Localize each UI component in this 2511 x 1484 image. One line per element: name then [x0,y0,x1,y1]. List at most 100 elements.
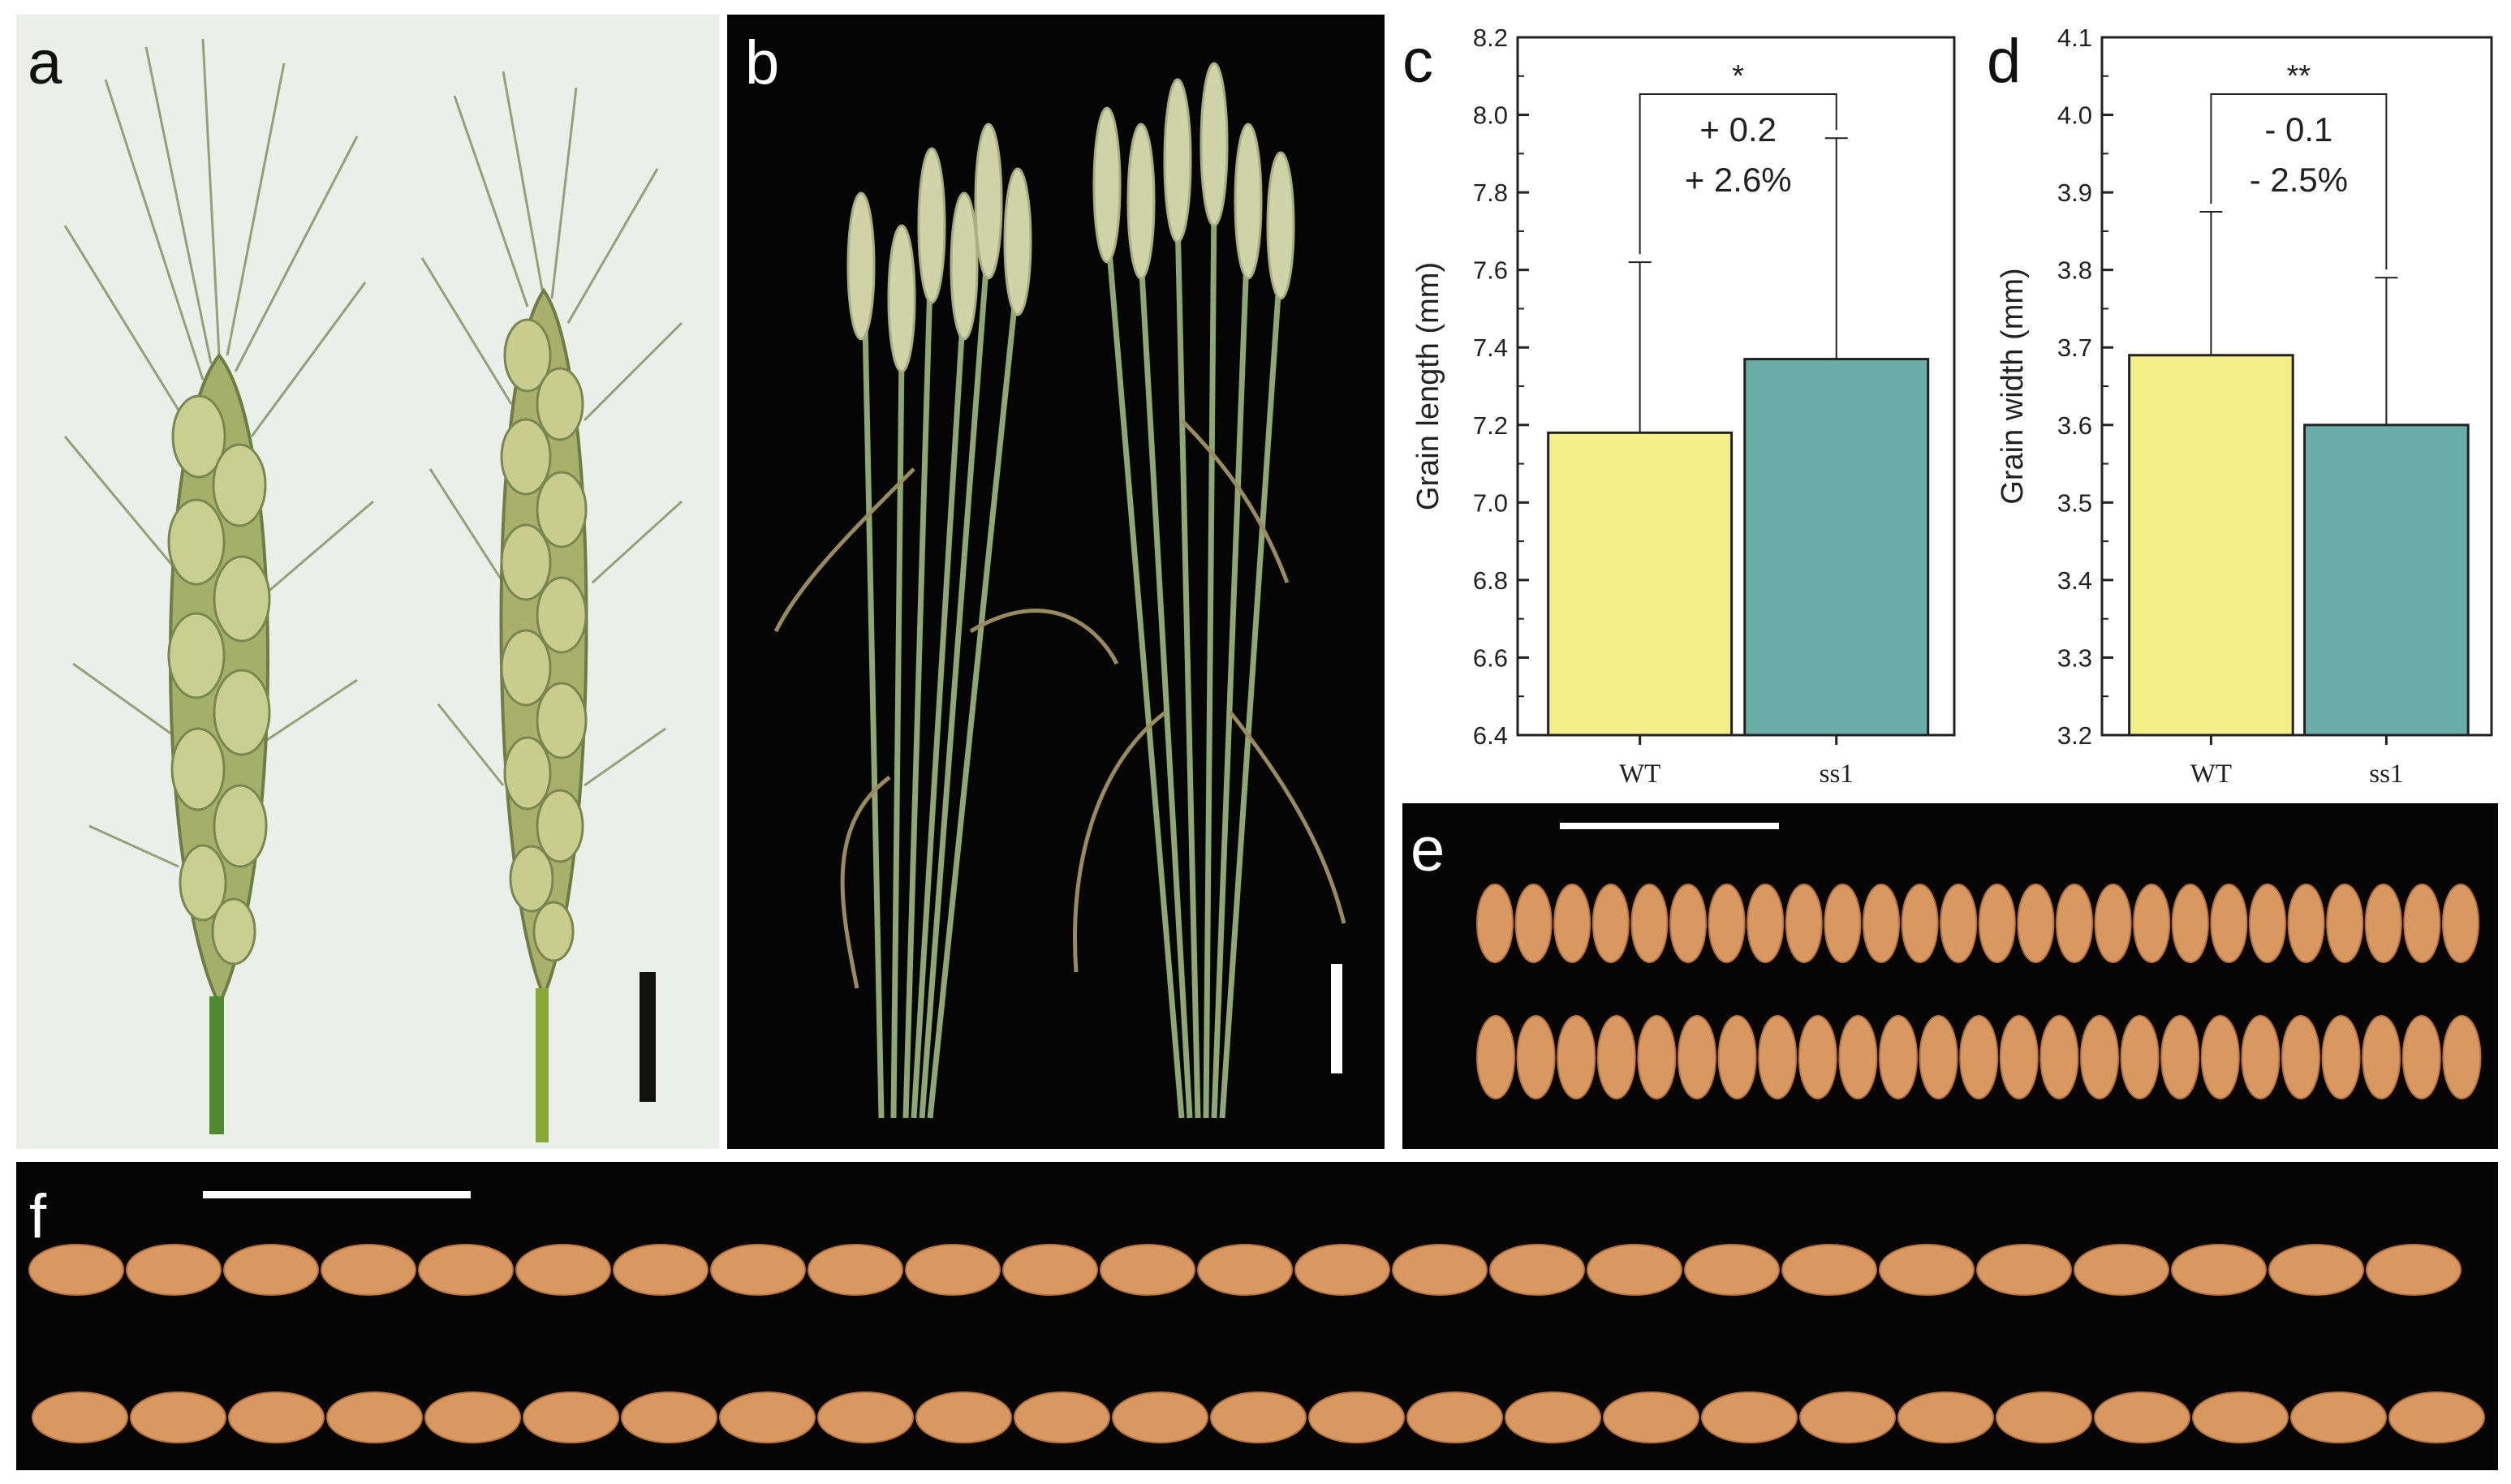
grain-e-r0-9 [1824,884,1862,963]
grain-e-r1-14 [2039,1015,2079,1099]
chart-c-bar-ss1 [1743,358,1930,737]
grain-e-r0-19 [2210,884,2248,963]
chart-c-ytick-label-8: 8.0 [1473,101,1508,130]
grain-e-r0-7 [1747,884,1785,963]
grain-e-r1-7 [1758,1015,1798,1099]
grain-f-r1-18 [1799,1392,1896,1443]
grain-f-r1-19 [1897,1392,1994,1443]
grains-f-svg [28,1191,2485,1443]
grain-f-r0-11 [1100,1244,1195,1296]
grain-e-r0-24 [2403,884,2441,963]
grain-f-r0-9 [905,1244,1001,1296]
grain-e-r1-13 [1999,1015,2039,1099]
grain-e-r1-20 [2281,1015,2320,1099]
scale-bar-e [1560,823,1779,829]
grain-f-r0-14 [1392,1244,1488,1296]
grain-e-r1-0 [1476,1015,1515,1099]
grain-f-r0-12 [1197,1244,1293,1296]
grain-f-r0-8 [808,1244,903,1296]
chart-d-ylabel: Grain width (mm) [1996,268,2030,504]
grain-e-r1-21 [2321,1015,2361,1099]
grain-e-r1-4 [1637,1015,1677,1099]
scale-bar-f [203,1191,471,1198]
grain-f-r1-5 [523,1392,619,1443]
grain-e-r0-6 [1708,884,1746,963]
grain-f-r1-3 [326,1392,423,1443]
chart-d-ytick-label-2: 3.4 [2057,566,2092,595]
grain-e-r1-11 [1919,1015,1958,1099]
grain-f-r1-16 [1603,1392,1699,1443]
grain-e-r1-19 [2241,1015,2281,1099]
chart-d-bar-wt [2128,354,2294,737]
plants-illustration [773,62,1346,1119]
panel-label-f: f [29,1182,47,1251]
grain-e-r1-17 [2160,1015,2200,1099]
grain-e-r1-15 [2080,1015,2119,1099]
grain-f-r0-2 [223,1244,319,1296]
chart-c-xtick-label-0: WT [1619,759,1660,789]
chart-c-xtick-label-1: ss1 [1820,759,1854,789]
grain-f-r0-15 [1489,1244,1585,1296]
grain-e-r0-0 [1476,884,1514,963]
chart-c-ytick-label-0: 6.4 [1473,721,1508,750]
grain-e-r0-18 [2171,884,2209,963]
grain-e-r0-3 [1591,884,1630,963]
chart-c-ytick-label-3: 7.0 [1473,488,1508,517]
grain-f-r1-17 [1701,1392,1798,1443]
grain-f-r0-19 [1879,1244,1975,1296]
chart-d-ytick-label-0: 3.2 [2057,721,2092,750]
panel-label-b: b [745,28,780,97]
panel-a-spikes-photo: a [16,15,719,1149]
grain-f-r1-9 [915,1392,1012,1443]
grain-e-r0-1 [1514,884,1553,963]
panel-f-grain-length-photo: f [16,1162,2498,1470]
grain-f-r1-1 [130,1392,226,1443]
grain-f-r1-22 [2192,1392,2289,1443]
chart-d-xtick-label-1: ss1 [2369,759,2403,789]
grain-e-r0-2 [1553,884,1591,963]
chart-d-ytick-label-7: 3.9 [2057,179,2092,207]
grain-f-r1-14 [1406,1392,1503,1443]
chart-c-significance-mark: * [1732,59,1744,93]
chart-d-ytick-label-1: 3.3 [2057,643,2092,672]
chart-c-ytick-label-7: 7.8 [1473,179,1508,207]
grain-e-r1-1 [1516,1015,1556,1099]
grain-f-r1-6 [621,1392,717,1443]
grain-f-r1-7 [719,1392,816,1443]
grain-f-r0-10 [1002,1244,1098,1296]
panel-c-grain-length-chart: 6.4 6.6 6.8 7.0 7.2 7.4 7.6 7.8 8.0 8.2 Grain leng… [1396,15,1970,794]
grain-e-r1-23 [2401,1015,2441,1099]
grain-e-r0-11 [1901,884,1939,963]
grain-f-r1-15 [1505,1392,1601,1443]
grain-e-r1-24 [2442,1015,2482,1099]
grain-e-r0-22 [2326,884,2364,963]
grain-f-r0-7 [710,1244,806,1296]
panel-b-plants-photo: b [727,15,1385,1149]
chart-c-annotation-1: + 2.6% [1685,161,1792,199]
grain-f-r0-0 [28,1244,124,1296]
spikes-illustration [63,38,683,1142]
grain-f-r1-24 [2388,1392,2485,1443]
panel-label-e: e [1411,815,1445,884]
chart-d-significance-mark: ** [2287,59,2311,93]
grain-f-r1-23 [2290,1392,2387,1443]
grain-f-r0-3 [321,1244,416,1296]
chart-d-xtick-label-0: WT [2190,759,2232,789]
scale-bar-a [640,972,656,1102]
grains-e-svg [1476,823,2482,1099]
chart-d-ytick-label-6: 3.8 [2057,256,2092,285]
scale-bar-b [1331,964,1342,1073]
chart-c-ytick-label-6: 7.6 [1473,256,1508,285]
grain-f-r0-13 [1294,1244,1390,1296]
panel-label-a: a [28,28,62,97]
chart-d-annotation-0: - 0.1 [2264,110,2332,148]
grain-e-r0-5 [1669,884,1707,963]
panel-label-d: d [1987,27,2022,96]
chart-d-ytick-label-5: 3.7 [2057,333,2092,362]
grain-f-r0-22 [2171,1244,2267,1296]
grain-e-r1-9 [1838,1015,1878,1099]
grain-f-r0-6 [613,1244,709,1296]
grain-e-r1-16 [2120,1015,2160,1099]
chart-c-annotation-0: + 0.2 [1699,110,1777,148]
grain-e-r0-15 [2056,884,2093,963]
